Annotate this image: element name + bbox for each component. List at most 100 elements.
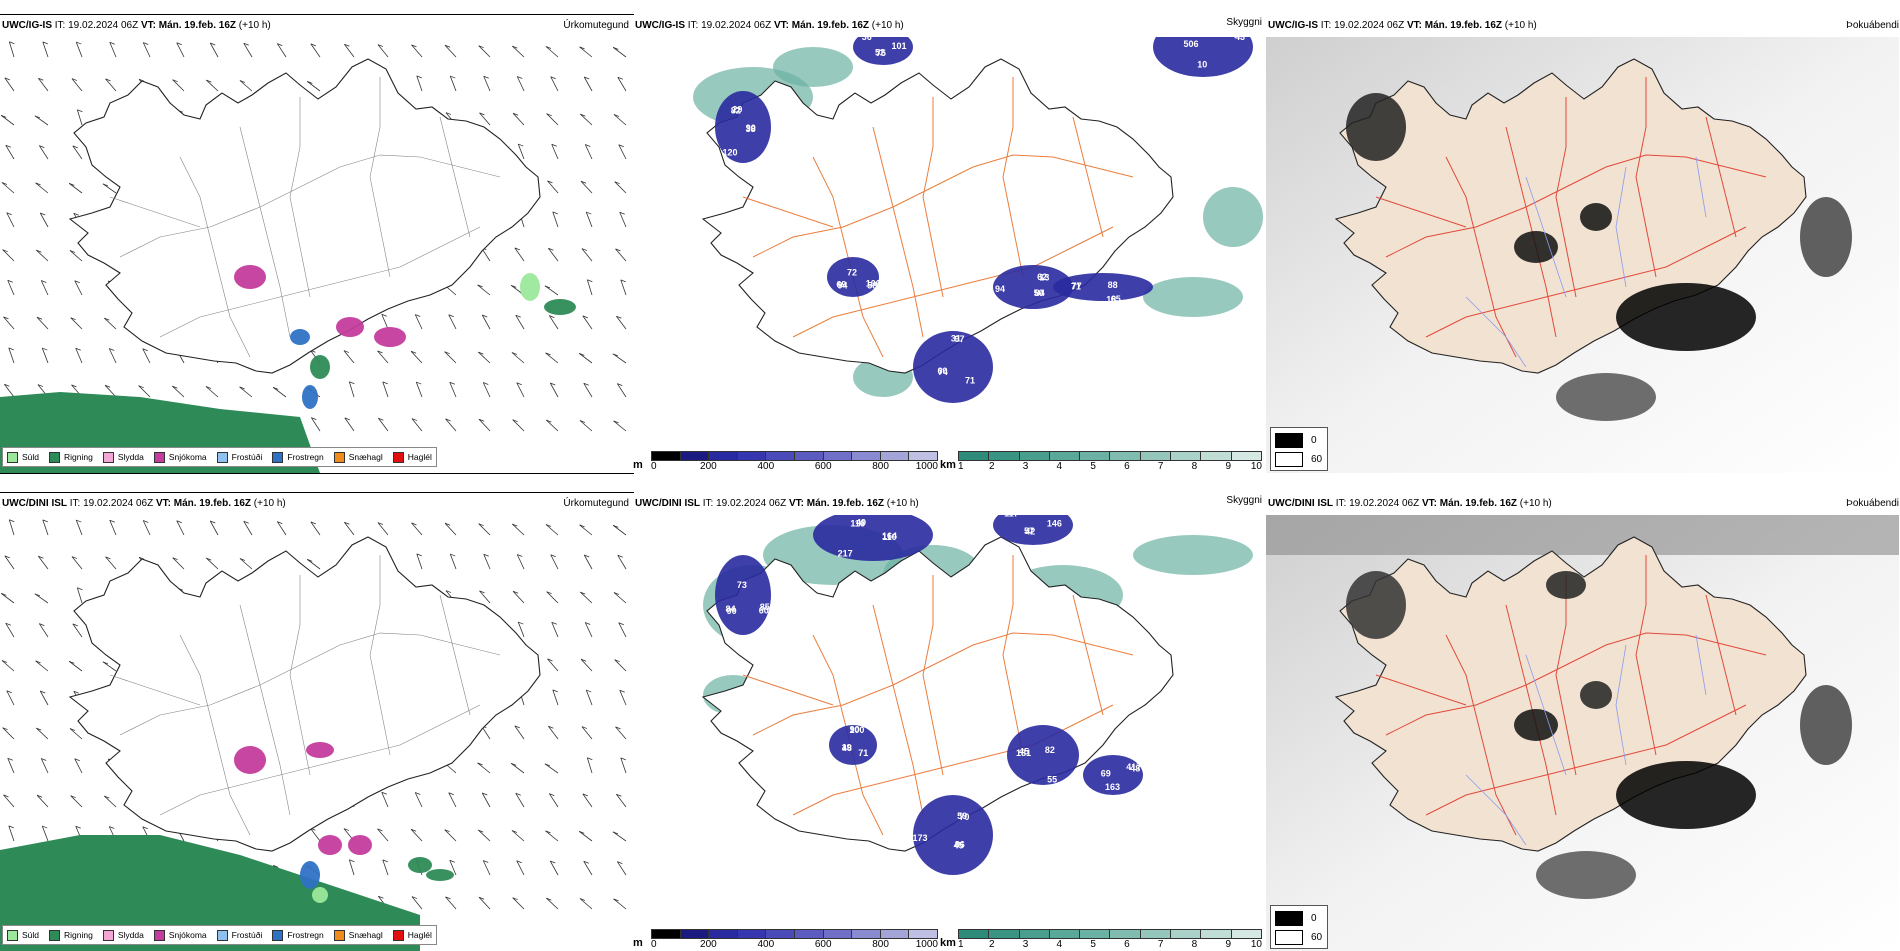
legend-swatch xyxy=(7,929,18,941)
map-value-label: 71 xyxy=(1071,282,1081,292)
legend-item: Súld xyxy=(7,451,39,463)
map-value-label: 173 xyxy=(913,833,928,843)
legend-swatch xyxy=(102,929,114,941)
colorbar-tick-label: 8 xyxy=(1191,461,1198,472)
legend-item: Slydda xyxy=(102,451,144,463)
fog-high-label: 0 xyxy=(1311,913,1317,924)
colorbar-tick-label: 1 xyxy=(958,939,964,950)
fog-high-label: 0 xyxy=(1311,435,1317,446)
colorbar-tick-label: 5 xyxy=(1090,461,1096,472)
map-value-label: 90 xyxy=(727,606,737,616)
colorbar-segment xyxy=(766,452,795,460)
panel-header: UWC/IG-IS IT: 19.02.2024 06Z VT: Mán. 19… xyxy=(635,20,904,31)
legend-label: Slydda xyxy=(117,930,144,940)
ceiling-visibility-panel-row1: UWC/IG-IS IT: 19.02.2024 06Z VT: Mán. 19… xyxy=(633,15,1266,473)
ceiling-map: 164 90 90 86 181 417 42 116 85 48 59 55 69 146 217 73 71… xyxy=(701,515,1253,875)
colorbar-segment xyxy=(709,930,738,938)
colorbar-tick-label: 4 xyxy=(1056,939,1063,950)
legend-item: Rigning xyxy=(49,929,93,941)
colorbar-tick-label: 1000 xyxy=(915,461,938,472)
colorbar-tick-label: 3 xyxy=(1022,461,1029,472)
legend-label: Slydda xyxy=(117,452,144,462)
colorbar-tick-label: 600 xyxy=(814,461,832,472)
map-value-label: 82 xyxy=(1045,745,1055,755)
colorbar-segment xyxy=(959,452,990,460)
fog-legend: 0 60 xyxy=(1270,905,1328,949)
legend-label: Frostúði xyxy=(231,930,263,940)
field-name: Skyggni xyxy=(1226,17,1262,28)
map-value-label: 88 xyxy=(1108,280,1118,290)
map-value-label: 181 xyxy=(1016,748,1031,758)
legend-label: Haglél xyxy=(407,930,432,940)
field-name: Úrkomutegund xyxy=(563,20,629,31)
legend-swatch xyxy=(333,451,345,463)
legend-item: Frostregn xyxy=(272,929,324,941)
map-value-label: 69 xyxy=(1101,768,1111,778)
map-value-label: 506 xyxy=(1184,39,1199,49)
colorbar-segment xyxy=(1231,930,1261,938)
ceiling-colorbar: 0 200 400 600 800 1000 m xyxy=(633,929,938,950)
fog-low-swatch xyxy=(1275,930,1303,945)
colorbar-segment xyxy=(852,930,881,938)
panel-header: UWC/IG-IS IT: 19.02.2024 06Z VT: Mán. 19… xyxy=(2,20,271,31)
legend-label: Frostregn xyxy=(287,452,324,462)
colorbar-segment xyxy=(1049,930,1081,938)
legend-swatch xyxy=(7,451,18,463)
colorbar-segment xyxy=(1201,452,1232,460)
colorbar-segment xyxy=(1019,452,1050,460)
colorbar-segment xyxy=(989,930,1020,938)
colorbar-segment xyxy=(823,930,853,938)
map-value-label: 60 xyxy=(937,366,947,376)
legend-label: Snjókoma xyxy=(168,452,207,462)
map-value-label: 48 xyxy=(842,743,852,753)
colorbar-segment xyxy=(766,930,795,938)
legend-item: Frostúði xyxy=(216,451,262,463)
fog-indicator-panel-row2: UWC/DINI ISL IT: 19.02.2024 06Z VT: Mán.… xyxy=(1266,493,1899,951)
colorbar-unit: m xyxy=(633,937,643,949)
colorbar-unit: km xyxy=(940,937,956,949)
map-value-label: 84 xyxy=(1035,288,1045,298)
fog-legend: 0 60 xyxy=(1270,427,1328,471)
legend-item: Haglél xyxy=(392,929,432,941)
colorbar-tick-label: 200 xyxy=(700,461,717,472)
colorbar-segment xyxy=(709,452,738,460)
field-name: Úrkomutegund xyxy=(563,498,629,509)
map-value-label: 163 xyxy=(1105,782,1120,792)
colorbar-tick-label: 5 xyxy=(1090,939,1096,950)
colorbar-segment xyxy=(652,452,681,460)
colorbar-tick-label: 7 xyxy=(1157,461,1164,472)
map-value-label: 120 xyxy=(722,148,737,158)
map-value-label: 90 xyxy=(746,123,756,133)
colorbar-tick-label: 200 xyxy=(700,939,717,950)
fog-low-label: 60 xyxy=(1311,454,1323,465)
map-value-label: 36 xyxy=(862,37,872,42)
colorbar-tick-label: 9 xyxy=(1225,939,1231,950)
colorbar-unit: m xyxy=(633,459,643,471)
field-name: Þokuábendi xyxy=(1846,498,1899,509)
field-name: Skyggni xyxy=(1226,495,1262,506)
precip-legend: Súld Rigning Slydda Snjókoma Frostúði Frostre… xyxy=(2,447,437,467)
legend-swatch xyxy=(272,451,284,463)
map-value-label: 90 xyxy=(850,725,860,735)
colorbar-segment xyxy=(1171,930,1202,938)
map-value-label: 31 xyxy=(951,333,961,343)
colorbar-segment xyxy=(959,930,990,938)
legend-swatch xyxy=(102,451,114,463)
legend-swatch xyxy=(392,929,404,941)
legend-label: Frostregn xyxy=(287,930,324,940)
map-value-label: 69 xyxy=(836,279,846,289)
legend-swatch xyxy=(153,451,165,463)
map-value-label: 19 xyxy=(842,743,852,753)
legend-item: Slydda xyxy=(102,929,144,941)
legend-item: Súld xyxy=(7,929,40,941)
colorbar-segment xyxy=(794,930,824,938)
map-value-label: 146 xyxy=(1047,519,1062,529)
map-value-label: 77 xyxy=(1072,281,1082,291)
legend-label: Haglél xyxy=(407,452,432,462)
map-value-label: 217 xyxy=(838,549,853,559)
fog-low-swatch xyxy=(1275,452,1303,467)
colorbar-segment xyxy=(880,452,910,460)
legend-label: Súld xyxy=(22,930,40,940)
colorbar-segment xyxy=(652,930,681,938)
map-value-label: 59 xyxy=(957,811,967,821)
